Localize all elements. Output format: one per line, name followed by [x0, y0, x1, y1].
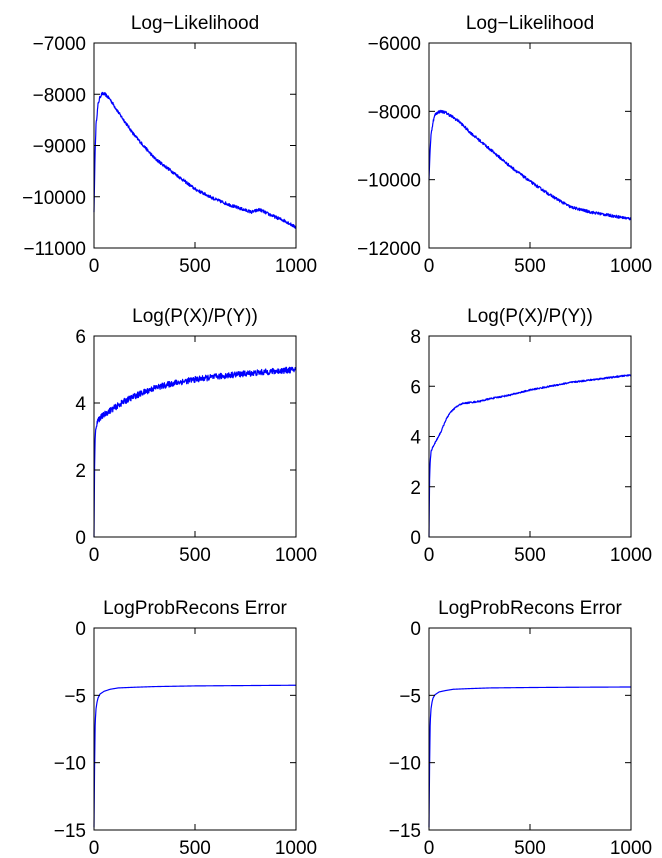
- x-tick-label: 500: [514, 256, 546, 277]
- chart-title: Log−Likelihood: [466, 13, 594, 34]
- series-line-1: [428, 374, 632, 538]
- y-tick-label: −5: [399, 686, 421, 707]
- y-tick-label: 0: [75, 528, 86, 549]
- chart-title: Log−Likelihood: [131, 13, 259, 34]
- chart-panel-1: Log−Likelihood 0 500 1000 −11000 −10000 −9000 −…: [22, 13, 317, 277]
- y-tick-label: −7000: [33, 34, 86, 55]
- x-tick-label: 1000: [275, 256, 317, 277]
- chart-panel-5: LogProbRecons Error 0 500 1000 −15 −10 −5 0: [54, 598, 317, 858]
- x-tick-label: 0: [424, 256, 435, 277]
- x-tick-label: 1000: [610, 256, 652, 277]
- x-tick-label: 500: [179, 838, 211, 858]
- y-tick-label: −5: [64, 686, 86, 707]
- plot-area-frame: [93, 627, 297, 831]
- series-line-1: [428, 686, 632, 828]
- y-tick-label: −15: [389, 821, 421, 842]
- chart-title: Log(P(X)/P(Y)): [467, 306, 593, 327]
- plot-area-frame: [93, 42, 297, 249]
- y-tick-label: −11000: [23, 239, 86, 260]
- y-tick-label: −10: [54, 754, 86, 775]
- x-tick-label: 1000: [610, 545, 652, 566]
- x-tick-label: 0: [89, 256, 100, 277]
- x-tick-label: 0: [89, 545, 100, 566]
- x-tick-label: 500: [514, 545, 546, 566]
- y-tick-label: 6: [75, 327, 86, 348]
- chart-panel-2: Log−Likelihood 0 500 1000 −12000 −10000 −8000 −…: [357, 13, 652, 277]
- series-line-1: [93, 684, 297, 828]
- x-tick-label: 500: [514, 838, 546, 858]
- y-tick-label: −8000: [33, 85, 86, 106]
- y-tick-label: −10: [389, 754, 421, 775]
- chart-panel-4: Log(P(X)/P(Y)) 0 500 1000 0 2 4 6 8: [410, 306, 652, 566]
- y-tick-label: 2: [75, 461, 86, 482]
- y-tick-label: −12000: [357, 239, 421, 260]
- x-tick-label: 500: [179, 545, 211, 566]
- series-line-1: [93, 366, 297, 538]
- chart-title: Log(P(X)/P(Y)): [132, 306, 258, 327]
- x-tick-label: 1000: [275, 838, 317, 858]
- y-tick-label: −15: [54, 821, 86, 842]
- y-tick-label: 0: [75, 619, 86, 640]
- x-tick-label: 500: [179, 256, 211, 277]
- y-tick-label: 4: [75, 394, 86, 415]
- y-tick-label: −6000: [368, 34, 421, 55]
- y-tick-label: 0: [410, 619, 421, 640]
- chart-title: LogProbRecons Error: [103, 598, 287, 619]
- x-tick-label: 1000: [610, 838, 652, 858]
- chart-title: LogProbRecons Error: [438, 598, 622, 619]
- x-tick-label: 0: [424, 545, 435, 566]
- x-tick-label: 1000: [275, 545, 317, 566]
- plot-area-frame: [428, 335, 632, 538]
- y-tick-label: −10000: [22, 188, 86, 209]
- chart-panel-6: LogProbRecons Error 0 500 1000 −15 −10 −5 0: [389, 598, 652, 858]
- x-tick-label: 0: [424, 838, 435, 858]
- plot-area-frame: [93, 335, 297, 538]
- y-tick-label: 6: [410, 377, 421, 398]
- series-line-1: [428, 109, 632, 221]
- x-tick-label: 0: [89, 838, 100, 858]
- y-tick-label: 2: [410, 478, 421, 499]
- y-tick-label: 0: [410, 528, 421, 549]
- y-tick-label: −9000: [33, 137, 86, 158]
- y-tick-label: −10000: [357, 171, 421, 192]
- plot-area-frame: [428, 627, 632, 831]
- y-tick-label: 8: [410, 327, 421, 348]
- chart-panel-3: Log(P(X)/P(Y)) 0 500 1000 0 2 4 6: [75, 306, 317, 566]
- y-tick-label: −8000: [368, 102, 421, 123]
- series-line-1: [93, 91, 297, 229]
- plot-area-frame: [428, 42, 632, 249]
- y-tick-label: 4: [410, 428, 421, 449]
